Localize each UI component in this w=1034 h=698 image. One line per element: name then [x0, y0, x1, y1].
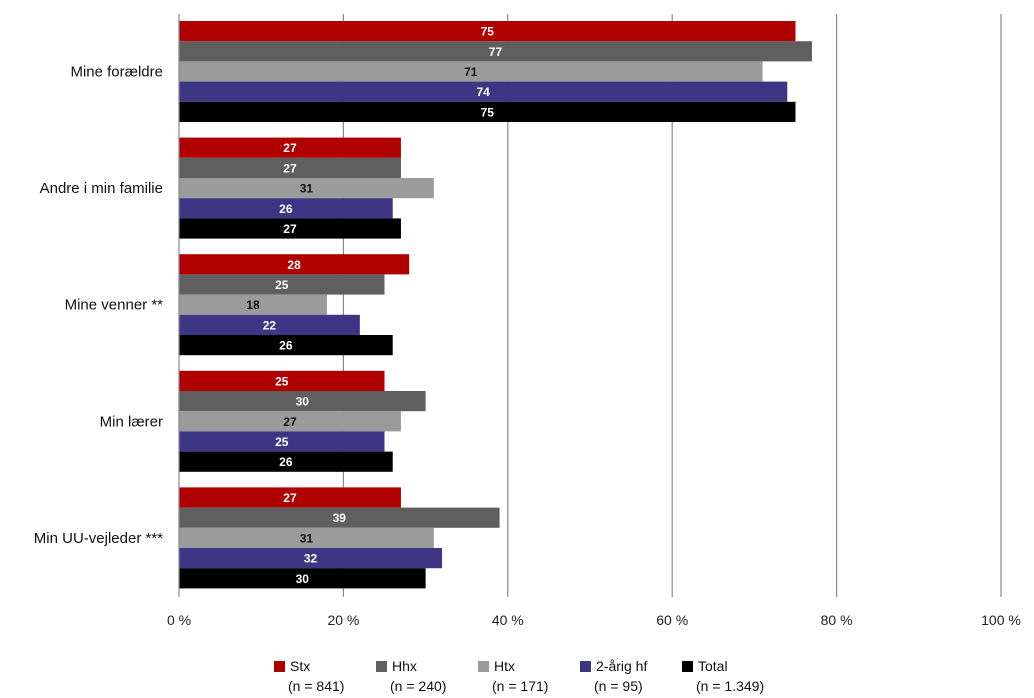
data-label: 32: [304, 552, 318, 566]
category-label: Mine forældre: [70, 64, 163, 81]
x-tick-label: 60 %: [656, 612, 688, 628]
data-label: 27: [283, 161, 297, 175]
bar: [179, 178, 434, 199]
data-label: 27: [283, 491, 297, 505]
data-label: 25: [275, 278, 289, 292]
legend-n: (n = 95): [594, 678, 643, 694]
bar: [179, 157, 401, 178]
data-label: 30: [296, 395, 310, 409]
bar: [179, 81, 788, 102]
x-tick-label: 80 %: [821, 612, 853, 628]
x-tick-label: 0 %: [167, 612, 191, 628]
data-label: 27: [283, 222, 297, 236]
bar: [179, 314, 360, 335]
data-label: 75: [481, 25, 495, 39]
legend-n: (n = 240): [390, 678, 447, 694]
data-label: 77: [489, 45, 503, 59]
bar: [179, 548, 443, 569]
x-tick-label: 100 %: [981, 612, 1021, 628]
legend: Stx (n = 841) Hhx (n = 240) Htx (n = 171…: [274, 656, 784, 696]
legend-label: 2-årig hf: [596, 658, 648, 674]
category-label: Mine venner **: [65, 297, 164, 314]
legend-swatch: [376, 660, 387, 672]
data-label: 71: [464, 65, 478, 79]
data-label: 74: [476, 85, 490, 99]
bar: [179, 487, 401, 508]
legend-label: Hhx: [392, 658, 417, 674]
legend-n: (n = 1.349): [696, 678, 765, 694]
bar: [179, 507, 500, 528]
data-label: 39: [333, 511, 347, 525]
bar: [179, 101, 796, 122]
category-label: Andre i min familie: [40, 180, 163, 197]
x-tick-label: 40 %: [492, 612, 524, 628]
legend-swatch: [478, 660, 489, 672]
bar: [179, 274, 385, 295]
legend-label: Stx: [290, 658, 311, 674]
bar: [179, 41, 812, 62]
data-label: 75: [481, 105, 495, 119]
data-label: 30: [296, 572, 310, 586]
legend-swatch: [580, 660, 591, 672]
data-label: 28: [287, 258, 301, 272]
data-label: 26: [279, 202, 293, 216]
legend-item-total: Total (n = 1.349): [682, 656, 784, 696]
data-label: 31: [300, 531, 314, 545]
legend-label: Htx: [494, 658, 515, 674]
x-tick-label: 20 %: [327, 612, 359, 628]
data-label: 26: [279, 455, 293, 469]
bar: [179, 61, 763, 82]
data-label: 25: [275, 374, 289, 388]
bar: [179, 411, 401, 432]
data-label: 22: [263, 318, 277, 332]
bar: [179, 254, 410, 275]
bar: [179, 21, 796, 42]
bar: [179, 370, 385, 391]
category-label: Min UU-vejleder ***: [34, 530, 163, 547]
data-label: 27: [283, 141, 297, 155]
bar: [179, 391, 426, 412]
data-label: 31: [300, 182, 314, 196]
bar: [179, 335, 393, 356]
data-label: 26: [279, 339, 293, 353]
data-label: 25: [275, 435, 289, 449]
legend-swatch: [682, 660, 693, 672]
bar: [179, 568, 426, 589]
bar: [179, 137, 401, 158]
bar: [179, 431, 385, 452]
legend-item-hhx: Hhx (n = 240): [376, 656, 478, 696]
category-label: Min lærer: [100, 413, 163, 430]
bar: [179, 527, 434, 548]
bar: [179, 451, 393, 472]
legend-item-2-arig-hf: 2-årig hf (n = 95): [580, 656, 682, 696]
data-label: 18: [246, 298, 260, 312]
legend-item-htx: Htx (n = 171): [478, 656, 580, 696]
legend-n: (n = 841): [288, 678, 345, 694]
bar: [179, 218, 401, 239]
legend-label: Total: [698, 658, 728, 674]
bar: [179, 198, 393, 219]
legend-n: (n = 171): [492, 678, 549, 694]
legend-item-stx: Stx (n = 841): [274, 656, 376, 696]
data-label: 27: [283, 415, 297, 429]
legend-swatch: [274, 660, 285, 672]
bar: [179, 294, 327, 315]
